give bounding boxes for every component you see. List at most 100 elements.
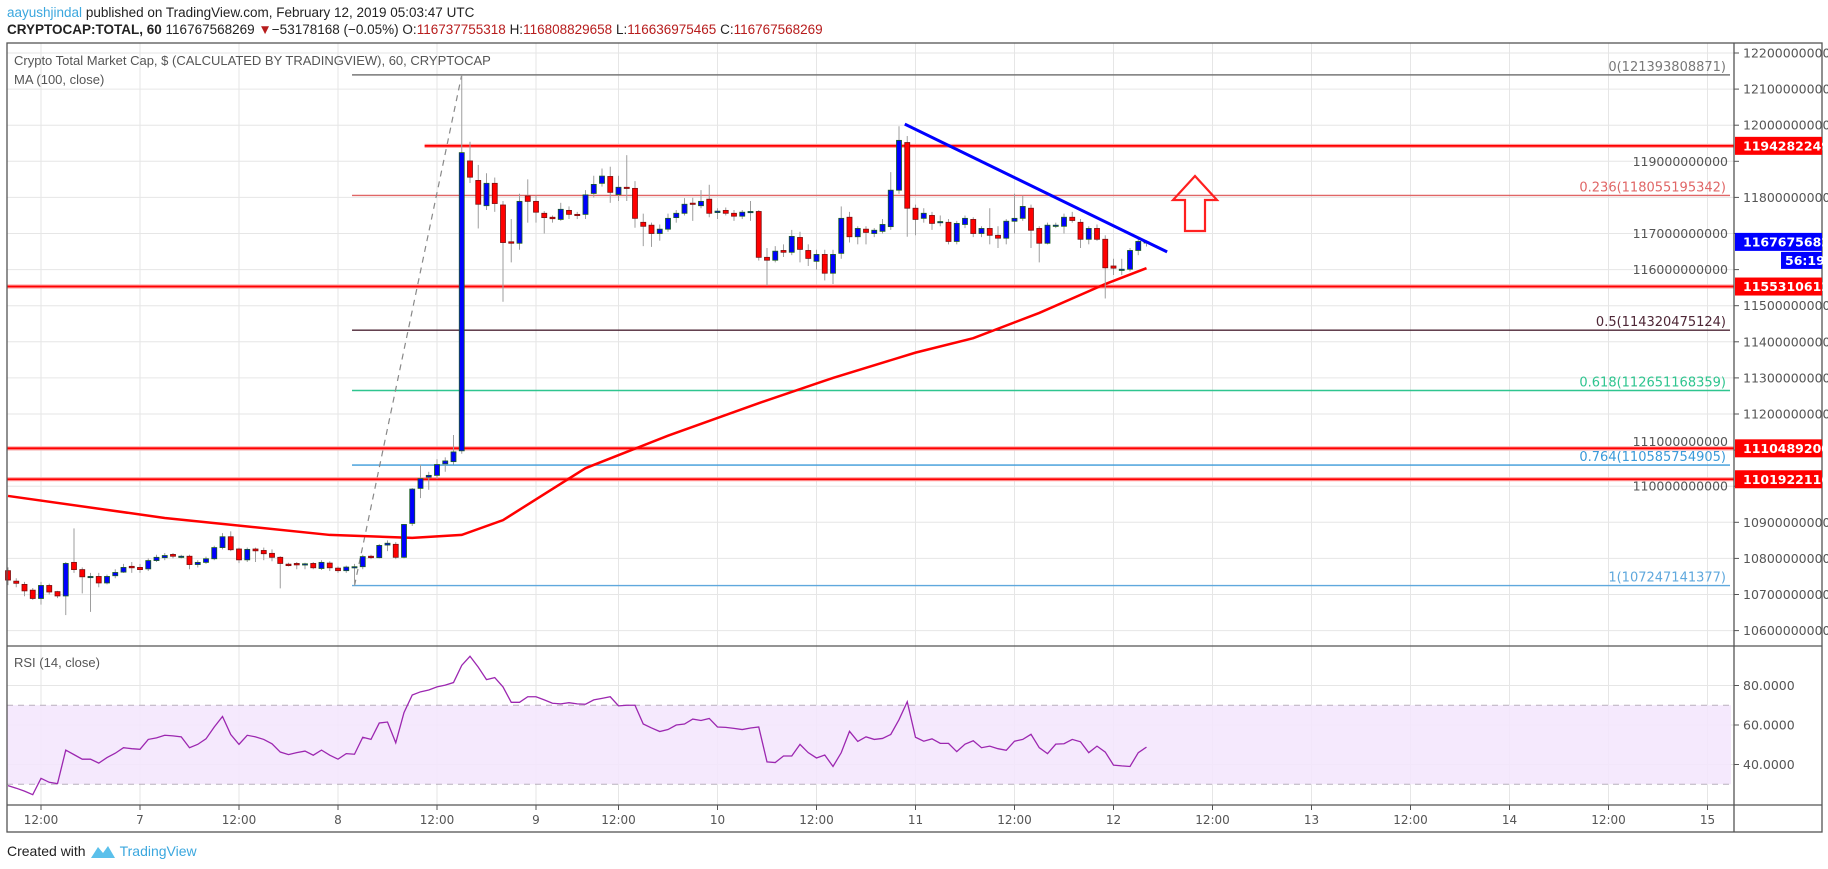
fib-trend-dashed-line[interactable] [353, 74, 463, 586]
candle [425, 471, 432, 490]
candle [434, 459, 440, 479]
candle [665, 213, 671, 232]
candle [714, 208, 721, 220]
descending-trendline[interactable] [904, 122, 1168, 254]
candle [929, 211, 935, 230]
published-text: published on TradingView.com, February 1… [85, 5, 475, 20]
price-tick-label: 115000000000 [1743, 298, 1828, 313]
time-tick-label: 15 [1700, 813, 1715, 827]
candle [681, 198, 688, 216]
price-tick-label: 108000000000 [1743, 551, 1828, 566]
time-tick-label: 12:00 [799, 813, 834, 827]
candle [640, 213, 647, 247]
candle [632, 181, 638, 228]
candle [1085, 226, 1092, 245]
candle-body [219, 536, 226, 548]
candle-body [500, 204, 506, 243]
candle [896, 126, 902, 194]
candle-body [879, 224, 886, 232]
candle-body [995, 234, 1001, 239]
candle-body [689, 202, 696, 205]
candle-body [755, 211, 762, 258]
high-label: H: [509, 22, 524, 37]
candle [863, 226, 869, 245]
candle [211, 545, 218, 561]
candle-body [1077, 221, 1084, 240]
candle [467, 141, 473, 183]
candle-body [632, 187, 638, 219]
time-axis[interactable]: 12:00 7 12:00 8 12:00 9 12:00 10 12:00 11 12:00 12 1… [24, 805, 1715, 827]
bar-countdown: 56:19 [1785, 253, 1825, 268]
drawing-levels[interactable]: 0(121393808871) 0.236(118055195342) 0.5(11… [7, 60, 1734, 587]
candle [656, 224, 663, 241]
candle [79, 567, 86, 594]
candle-body [95, 576, 102, 584]
candle-body [335, 567, 341, 572]
fib-level-label: 0.764(110585754905) [1579, 450, 1726, 465]
candle-body [1085, 228, 1092, 240]
candle-body [747, 211, 754, 214]
candle-body [62, 563, 69, 597]
candle-body [986, 228, 993, 236]
candle-body [1135, 241, 1142, 251]
candle [38, 581, 44, 605]
price-axis[interactable]: 122000000000 121000000000 120000000000 1190… [1633, 46, 1828, 773]
candle [186, 554, 193, 570]
candle-body [863, 228, 869, 233]
time-tick-label: 14 [1502, 813, 1517, 827]
price-tick-label: 113000000000 [1743, 370, 1828, 385]
tradingview-link[interactable]: TradingView [119, 843, 197, 859]
candle-body [962, 217, 968, 225]
candle-body [1061, 216, 1067, 227]
candle-body [368, 555, 374, 559]
candle [937, 215, 944, 227]
candle [54, 590, 61, 599]
time-tick-label: 12:00 [420, 813, 455, 827]
candle-body [698, 200, 704, 207]
candle [995, 226, 1001, 248]
candle [491, 177, 498, 212]
candle [805, 244, 812, 266]
open-value: 116737755318 [416, 22, 506, 37]
time-tick-label: 12 [1106, 813, 1121, 827]
candle [368, 554, 374, 560]
candle-body [450, 451, 457, 463]
author-link[interactable]: aayushjindal [7, 5, 83, 20]
drawings[interactable] [904, 122, 1220, 254]
candle [1110, 258, 1117, 276]
candle-body [170, 554, 176, 557]
tradingview-logo-icon [90, 846, 115, 858]
candle [277, 556, 284, 589]
candle-body [640, 221, 647, 227]
candle-body [302, 563, 308, 566]
candle [285, 562, 292, 567]
candle-body [1003, 220, 1010, 239]
candle-body [838, 217, 845, 254]
candle-body [211, 547, 218, 560]
ma-100-line [7, 266, 1147, 540]
candle-body [599, 175, 605, 184]
fib-level-label: 1(107247141377) [1608, 571, 1726, 586]
candle [830, 249, 836, 285]
candle [541, 211, 548, 234]
ma-legend: MA (100, close) [14, 72, 105, 87]
candle-body [953, 222, 960, 242]
candle-body [236, 548, 242, 561]
candle-body [326, 562, 333, 569]
candle [706, 184, 713, 218]
last-price: 116767568269 [165, 22, 255, 37]
candle [698, 190, 704, 209]
candle [343, 565, 350, 573]
arrow-up-outline-icon[interactable] [1170, 174, 1220, 233]
candle [846, 211, 853, 243]
candle [623, 155, 630, 202]
candle-body [244, 548, 251, 561]
rsi-14-line [7, 655, 1147, 796]
candle-body [318, 561, 325, 569]
candle [219, 533, 226, 550]
candle-body [376, 545, 383, 559]
candle [227, 531, 234, 552]
candle-body [71, 561, 77, 570]
candle [797, 231, 803, 263]
